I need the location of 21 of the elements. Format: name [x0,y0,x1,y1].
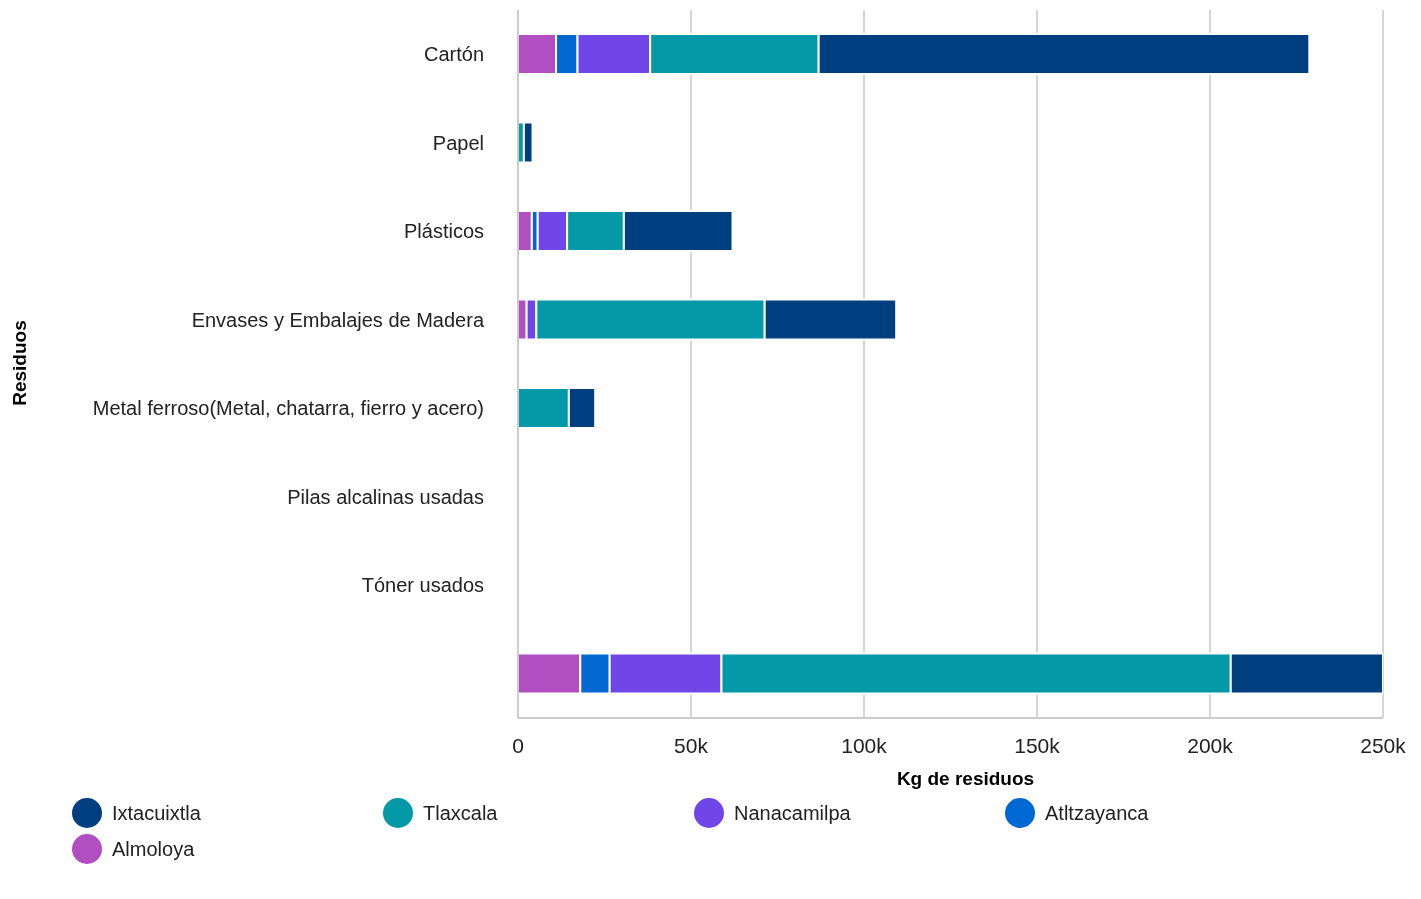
y-tick-label: Metal ferroso(Metal, chatarra, fierro y acero) [92,397,484,420]
x-tick-label: 200k [1187,733,1234,757]
y-tick-label: Papel [432,131,484,154]
x-tick-label: 100k [841,733,888,757]
y-tick-label: Envases y Embalajes de Madera [191,308,485,331]
legend-label: Tlaxcala [422,800,499,826]
x-tick-label: 250k [1360,733,1407,757]
x-axis-title: Kg de residuos [895,768,1036,790]
x-tick-label: 150k [1014,733,1061,757]
bar [522,121,534,164]
y-tick-label: Pilas alcalinas usadas [287,485,484,508]
legend-label: Atltzayanca [1044,800,1150,826]
y-tick-label: Plásticos [403,220,484,243]
y-axis-title: Residuos [9,320,31,406]
legend-label: Ixtacuixtla [111,800,202,826]
x-tick-label: 0 [512,733,524,757]
x-tick-label: 50k [674,733,709,757]
y-tick-label: Cartón [423,43,484,66]
y-tick-label: Tóner usados [361,574,484,597]
legend-label: Almoloya [111,836,196,862]
legend-label: Nanacamilpa [733,800,852,826]
